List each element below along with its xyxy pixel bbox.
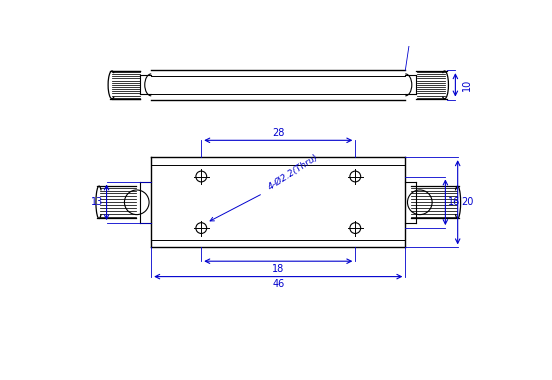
Text: 10: 10 [461, 79, 471, 91]
Text: 18: 18 [272, 263, 284, 274]
Text: 46: 46 [272, 279, 284, 289]
Text: 28: 28 [272, 128, 284, 138]
Text: 4-Ø2.2(Thru): 4-Ø2.2(Thru) [267, 153, 321, 192]
Text: 20: 20 [461, 197, 473, 207]
Text: 16: 16 [448, 197, 461, 207]
Text: 13: 13 [91, 197, 103, 207]
